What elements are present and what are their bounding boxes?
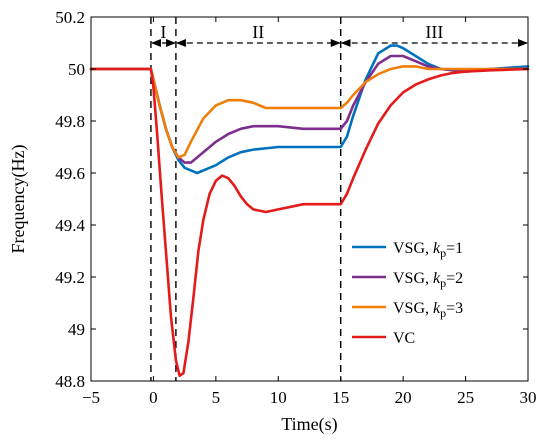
legend: VSG, kp=1 VSG, kp=2 VSG, kp=3 VC	[352, 240, 463, 347]
y-tick-label: 50.2	[55, 8, 85, 27]
y-tick-label: 49.4	[55, 216, 85, 235]
x-tick-label: 30	[520, 388, 537, 407]
region-label: II	[252, 22, 264, 42]
x-tick-label: 0	[149, 388, 158, 407]
legend-entry: VSG, kp=1	[393, 240, 463, 260]
y-axis-label: Frequency(Hz)	[8, 145, 29, 254]
x-tick-label: 20	[395, 388, 412, 407]
y-tick-label: 49.8	[55, 112, 85, 131]
series-line-3	[89, 65, 530, 159]
legend-entry: VSG, kp=3	[393, 300, 463, 320]
series-line-4	[89, 67, 530, 378]
plot-frame	[90, 16, 529, 382]
x-tick-label: 25	[457, 388, 474, 407]
x-tick-label: 10	[270, 388, 287, 407]
y-tick-label: 49.6	[55, 164, 85, 183]
series-layer	[89, 44, 530, 378]
x-axis-label: Time(s)	[281, 414, 337, 435]
y-tick-label: 48.8	[55, 372, 85, 391]
x-tick-label: −5	[82, 388, 100, 407]
region-label: I	[160, 22, 166, 42]
legend-entry: VSG, kp=2	[393, 270, 463, 290]
region-label: III	[425, 22, 443, 42]
y-tick-label: 49.2	[55, 268, 85, 287]
x-tick-label: 5	[212, 388, 221, 407]
ticks-layer: −5 0 5 10 15 20 25 30 48.8 49 49.2 49.4 49.6 49.8 50 50…	[55, 8, 536, 407]
regions-layer: I II III	[150, 17, 528, 381]
y-tick-label: 49	[68, 320, 85, 339]
legend-entry: VC	[393, 330, 415, 347]
y-tick-label: 50	[68, 60, 85, 79]
x-tick-label: 15	[332, 388, 349, 407]
